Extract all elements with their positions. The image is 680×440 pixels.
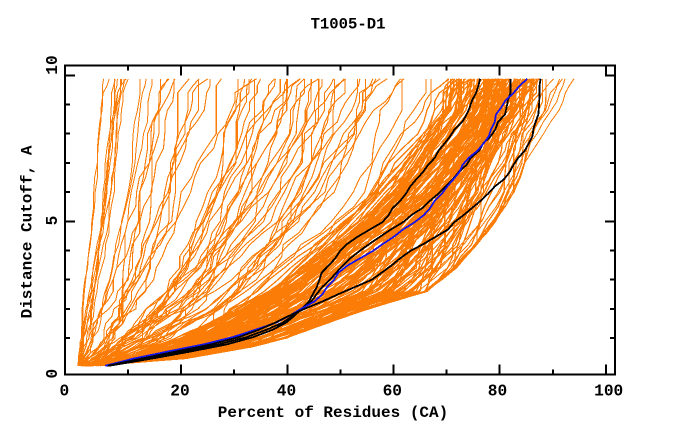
svg-text:T1005-D1: T1005-D1 <box>311 16 386 34</box>
svg-text:Distance Cutoff, A: Distance Cutoff, A <box>19 145 37 318</box>
svg-text:80: 80 <box>488 382 507 400</box>
svg-text:20: 20 <box>170 382 189 400</box>
svg-text:40: 40 <box>277 382 296 400</box>
svg-text:Percent of Residues (CA): Percent of Residues (CA) <box>218 404 448 422</box>
svg-text:60: 60 <box>383 382 402 400</box>
svg-text:5: 5 <box>44 216 62 226</box>
svg-text:10: 10 <box>44 55 62 74</box>
svg-text:100: 100 <box>594 382 623 400</box>
svg-text:0: 0 <box>60 382 70 400</box>
svg-text:0: 0 <box>44 369 62 379</box>
